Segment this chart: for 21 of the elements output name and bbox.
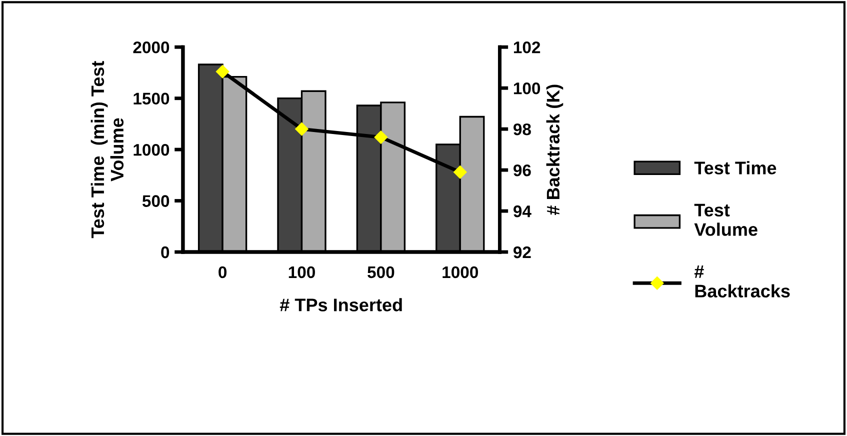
y2-tick-label: 94	[514, 205, 532, 218]
y2-tick-label: 100	[514, 82, 540, 94]
y2-tick-label: 96	[514, 164, 531, 176]
x-tick-label: 500	[368, 266, 394, 278]
y-axis-title: Test Time (min) Test Volume	[90, 60, 124, 238]
legend-label: # Backtracks	[694, 266, 790, 298]
y2-tick-label: 92	[514, 246, 531, 258]
y-tick-label: 1000	[134, 144, 170, 156]
x-tick-label: 0	[218, 266, 226, 278]
y2-axis-title: # Backtrack (K)	[546, 84, 564, 215]
x-axis-title: # TPs Inserted	[280, 298, 402, 312]
x-tick-label: 1000	[442, 266, 478, 278]
y2-tick-label: 102	[514, 41, 540, 54]
y-tick-label: 2000	[133, 41, 170, 54]
legend-label: Test Time	[694, 161, 776, 174]
y-tick-label: 0	[161, 246, 170, 258]
x-tick-label: 100	[288, 266, 315, 278]
legend-label: Test Volume	[694, 204, 758, 236]
y-tick-label: 500	[142, 195, 170, 207]
y2-tick-label: 98	[514, 123, 531, 136]
y-tick-label: 1500	[134, 92, 170, 105]
